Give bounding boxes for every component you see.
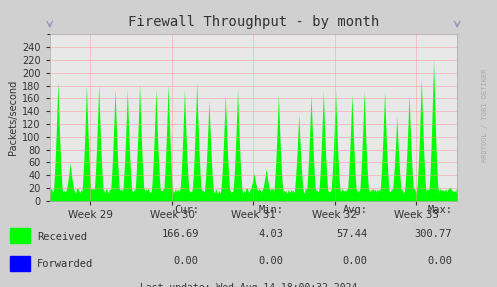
Text: Forwarded: Forwarded xyxy=(37,259,93,269)
Text: 4.03: 4.03 xyxy=(258,229,283,239)
Title: Firewall Throughput - by month: Firewall Throughput - by month xyxy=(128,15,379,29)
Text: 57.44: 57.44 xyxy=(336,229,368,239)
Text: Last update: Wed Aug 14 18:00:32 2024: Last update: Wed Aug 14 18:00:32 2024 xyxy=(140,283,357,287)
Text: Avg:: Avg: xyxy=(343,205,368,215)
Text: Min:: Min: xyxy=(258,205,283,215)
Text: 0.00: 0.00 xyxy=(427,257,452,267)
Bar xyxy=(10,257,30,271)
Text: 166.69: 166.69 xyxy=(162,229,199,239)
Text: RRDTOOL / TOBI OETIKER: RRDTOOL / TOBI OETIKER xyxy=(482,68,488,162)
Bar xyxy=(10,228,30,243)
Text: Max:: Max: xyxy=(427,205,452,215)
Y-axis label: Packets/second: Packets/second xyxy=(8,80,18,155)
Text: Cur:: Cur: xyxy=(174,205,199,215)
Text: 0.00: 0.00 xyxy=(343,257,368,267)
Text: 0.00: 0.00 xyxy=(174,257,199,267)
Text: 300.77: 300.77 xyxy=(415,229,452,239)
Text: 0.00: 0.00 xyxy=(258,257,283,267)
Text: Received: Received xyxy=(37,232,87,242)
